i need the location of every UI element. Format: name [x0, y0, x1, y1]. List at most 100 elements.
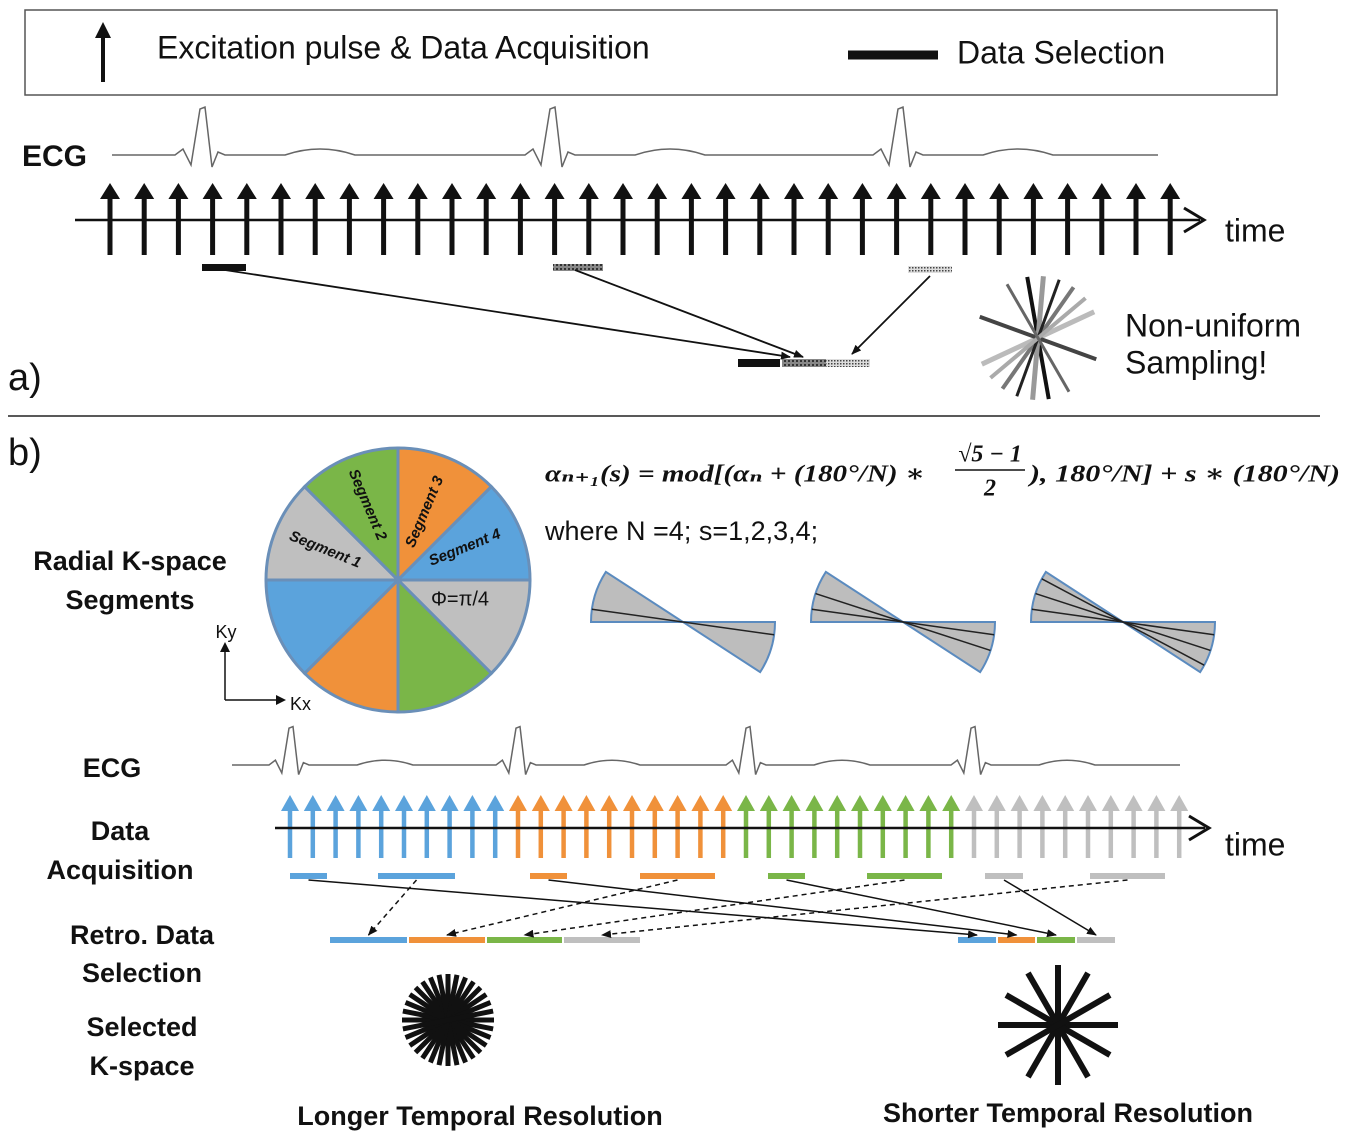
pulse-arrow-head	[942, 795, 960, 811]
pulse-arrow-head	[281, 795, 299, 811]
panel-label: b)	[8, 432, 42, 474]
time-label: time	[1225, 826, 1285, 862]
combined-bar	[782, 359, 826, 367]
pulse-arrow-head	[545, 183, 565, 199]
selection-arrow	[852, 276, 930, 354]
caption: Longer Temporal Resolution	[297, 1101, 663, 1131]
combined-bar	[826, 359, 870, 367]
pulse-arrow-head	[1011, 795, 1029, 811]
pulse-arrow-head	[921, 183, 941, 199]
pulse-arrow-head	[579, 183, 599, 199]
pulse-arrow-head	[737, 795, 755, 811]
row-label: Selection	[82, 958, 202, 988]
pulse-arrow-head	[955, 183, 975, 199]
pulse-arrow-head	[887, 183, 907, 199]
row-label: Acquisition	[47, 855, 194, 885]
pulse-arrow-head	[1126, 183, 1146, 199]
pulse-arrow-head	[805, 795, 823, 811]
pulse-arrow-head	[760, 795, 778, 811]
pulse-arrow-head	[681, 183, 701, 199]
pulse-arrow-head	[600, 795, 618, 811]
selection-arrow	[787, 880, 1057, 935]
k-axis-head	[220, 642, 230, 652]
pulse-arrow-head	[95, 22, 111, 38]
row-label: Radial K-space	[33, 546, 227, 576]
selection-arrow	[525, 880, 905, 935]
pulse-arrow-head	[463, 795, 481, 811]
pulse-arrow-head	[989, 183, 1009, 199]
row-label: Selected	[86, 1012, 197, 1042]
selection-bar	[553, 264, 603, 271]
pulse-arrow-head	[919, 795, 937, 811]
pulse-arrow-head	[965, 795, 983, 811]
pulse-arrow-head	[304, 795, 322, 811]
panel-label: a)	[8, 357, 42, 399]
pulse-arrow-head	[623, 795, 641, 811]
where: where N =4; s=1,2,3,4;	[544, 516, 818, 546]
pulse-arrow-head	[714, 795, 732, 811]
pulse-arrow-head	[532, 795, 550, 811]
pulse-arrow-head	[100, 183, 120, 199]
row-label: Data	[91, 816, 151, 846]
pulse-arrow-head	[509, 795, 527, 811]
note: Sampling!	[1125, 344, 1267, 380]
pulse-arrow-head	[134, 183, 154, 199]
pulse-arrow-head	[818, 183, 838, 199]
pulse-arrow-head	[646, 795, 664, 811]
pulse-arrow-head	[476, 183, 496, 199]
note: Non-uniform	[1125, 307, 1301, 343]
selection-bar	[908, 266, 952, 273]
pulse-arrow-head	[327, 795, 345, 811]
legend-selection: Data Selection	[957, 34, 1165, 70]
time-label: time	[1225, 212, 1285, 248]
pulse-arrow-head	[349, 795, 367, 811]
caption: Shorter Temporal Resolution	[883, 1098, 1253, 1128]
pulse-arrow-head	[237, 183, 257, 199]
row-label: Segments	[65, 585, 194, 615]
pulse-arrow-head	[1056, 795, 1074, 811]
pulse-arrow-head	[647, 183, 667, 199]
pulse-arrow-head	[510, 183, 530, 199]
axis-label: Kx	[290, 694, 311, 714]
pulse-arrow-head	[1033, 795, 1051, 811]
pulse-arrow-head	[418, 795, 436, 811]
pulse-arrow-head	[716, 183, 736, 199]
pulse-arrow-head	[442, 183, 462, 199]
pulse-arrow-head	[691, 795, 709, 811]
selection-arrow	[369, 880, 417, 935]
pulse-arrow-head	[1160, 183, 1180, 199]
pulse-arrow-head	[897, 795, 915, 811]
pulse-arrow-head	[339, 183, 359, 199]
selection-arrow	[575, 270, 803, 357]
pulse-arrow-head	[1170, 795, 1188, 811]
selection-bar	[202, 264, 246, 271]
ecg-trace	[232, 727, 1180, 775]
pulse-arrow-head	[669, 795, 687, 811]
pulse-arrow-head	[1102, 795, 1120, 811]
pulse-arrow-head	[874, 795, 892, 811]
sampling-spoke	[1007, 284, 1069, 391]
selection-arrow	[225, 270, 790, 357]
pulse-arrow-head	[441, 795, 459, 811]
pulse-arrow-head	[1023, 183, 1043, 199]
row-label: ECG	[83, 753, 142, 783]
pulse-arrow-head	[395, 795, 413, 811]
row-label: Retro. Data	[70, 920, 215, 950]
pulse-arrow-head	[1147, 795, 1165, 811]
combined-bar	[738, 359, 780, 367]
formula: αₙ₊₁(s) = mod[(αₙ + (180°/N) ∗	[545, 462, 925, 488]
pulse-arrow-head	[1058, 183, 1078, 199]
legend-pulse: Excitation pulse & Data Acquisition	[157, 29, 650, 65]
pulse-arrow-head	[408, 183, 428, 199]
pulse-arrow-head	[577, 795, 595, 811]
pulse-arrow-head	[372, 795, 390, 811]
row-label: K-space	[89, 1051, 194, 1081]
pulse-arrow-head	[1125, 795, 1143, 811]
formula-denominator: 2	[983, 476, 996, 502]
pulse-arrow-head	[828, 795, 846, 811]
ecg-trace	[112, 107, 1158, 167]
formula-numerator: √5 − 1	[958, 442, 1022, 468]
pulse-arrow-head	[305, 183, 325, 199]
pulse-arrow-head	[1079, 795, 1097, 811]
pulse-arrow-head	[783, 795, 801, 811]
